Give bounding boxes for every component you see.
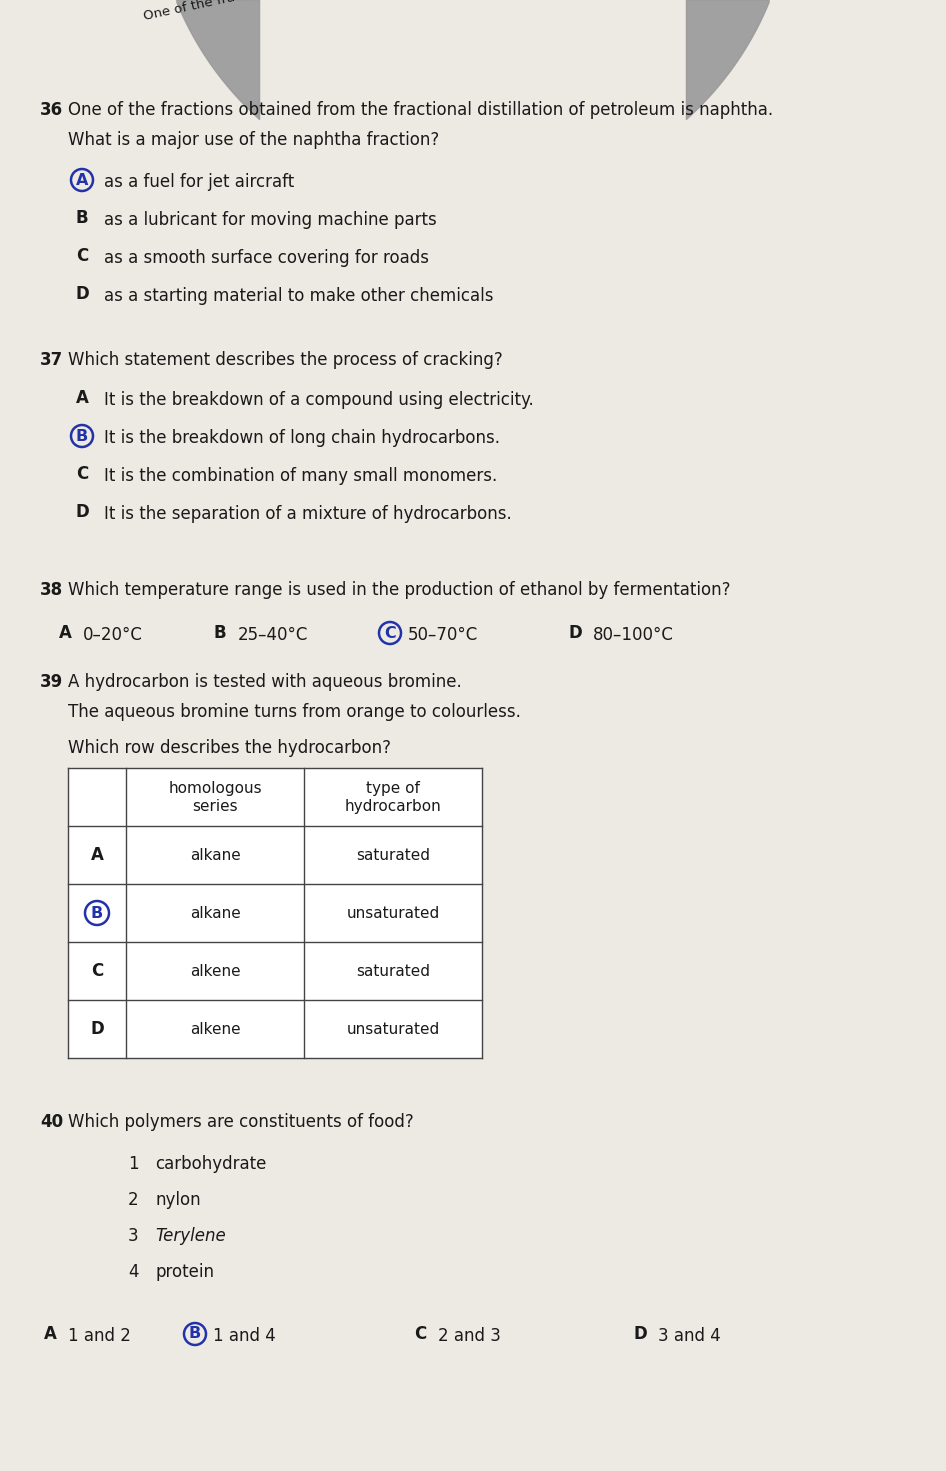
Text: B: B bbox=[76, 428, 88, 443]
Text: homologous: homologous bbox=[168, 781, 262, 796]
Text: Terylene: Terylene bbox=[155, 1227, 226, 1244]
Text: hydrocarbon: hydrocarbon bbox=[344, 799, 442, 813]
Text: D: D bbox=[633, 1325, 647, 1343]
Text: nylon: nylon bbox=[155, 1192, 201, 1209]
Text: It is the breakdown of long chain hydrocarbons.: It is the breakdown of long chain hydroc… bbox=[104, 430, 500, 447]
Text: alkane: alkane bbox=[189, 906, 240, 921]
Text: 40: 40 bbox=[40, 1114, 63, 1131]
Text: alkane: alkane bbox=[189, 847, 240, 862]
Text: carbohydrate: carbohydrate bbox=[155, 1155, 267, 1172]
Text: series: series bbox=[192, 799, 237, 813]
Text: A: A bbox=[76, 172, 88, 187]
Text: 3: 3 bbox=[128, 1227, 139, 1244]
Text: alkene: alkene bbox=[190, 1021, 240, 1037]
Text: as a starting material to make other chemicals: as a starting material to make other che… bbox=[104, 287, 494, 304]
Text: 39: 39 bbox=[40, 674, 63, 691]
Text: Which polymers are constituents of food?: Which polymers are constituents of food? bbox=[68, 1114, 413, 1131]
Text: One of the fractions obtained from the fractional distillation of petroleum is n: One of the fractions obtained from the f… bbox=[68, 101, 773, 119]
Text: Which row describes the hydrocarbon?: Which row describes the hydrocarbon? bbox=[68, 738, 391, 758]
Text: 36: 36 bbox=[40, 101, 63, 119]
Text: 1: 1 bbox=[128, 1155, 139, 1172]
Text: D: D bbox=[569, 624, 582, 641]
Text: Which statement describes the process of cracking?: Which statement describes the process of… bbox=[68, 352, 502, 369]
Text: 3 and 4: 3 and 4 bbox=[658, 1327, 721, 1344]
Text: 4: 4 bbox=[128, 1264, 138, 1281]
Text: A: A bbox=[44, 1325, 57, 1343]
Text: 37: 37 bbox=[40, 352, 63, 369]
Text: C: C bbox=[384, 625, 395, 640]
Bar bbox=[68, 768, 482, 1058]
Text: 50–70°C: 50–70°C bbox=[408, 627, 479, 644]
Text: saturated: saturated bbox=[356, 964, 430, 978]
Text: B: B bbox=[189, 1327, 201, 1342]
Text: 38: 38 bbox=[40, 581, 63, 599]
Text: C: C bbox=[414, 1325, 426, 1343]
Text: type of: type of bbox=[366, 781, 420, 796]
Text: 0–20°C: 0–20°C bbox=[83, 627, 143, 644]
Text: D: D bbox=[75, 503, 89, 521]
Text: It is the combination of many small monomers.: It is the combination of many small mono… bbox=[104, 466, 498, 485]
Text: protein: protein bbox=[155, 1264, 214, 1281]
Text: C: C bbox=[76, 465, 88, 482]
Text: D: D bbox=[90, 1019, 104, 1039]
Text: The aqueous bromine turns from orange to colourless.: The aqueous bromine turns from orange to… bbox=[68, 703, 521, 721]
Text: as a lubricant for moving machine parts: as a lubricant for moving machine parts bbox=[104, 210, 437, 229]
Text: B: B bbox=[214, 624, 226, 641]
Text: One of the fractions obtained from the fractional distillation of petroleum is n: One of the fractions obtained from the f… bbox=[142, 0, 700, 24]
Text: C: C bbox=[76, 247, 88, 265]
Text: A hydrocarbon is tested with aqueous bromine.: A hydrocarbon is tested with aqueous bro… bbox=[68, 674, 462, 691]
Text: 2 and 3: 2 and 3 bbox=[438, 1327, 500, 1344]
Text: A: A bbox=[91, 846, 103, 863]
Text: 25–40°C: 25–40°C bbox=[238, 627, 308, 644]
Text: unsaturated: unsaturated bbox=[346, 1021, 440, 1037]
Text: It is the separation of a mixture of hydrocarbons.: It is the separation of a mixture of hyd… bbox=[104, 505, 512, 524]
Text: It is the breakdown of a compound using electricity.: It is the breakdown of a compound using … bbox=[104, 391, 534, 409]
Text: alkene: alkene bbox=[190, 964, 240, 978]
Text: B: B bbox=[91, 906, 103, 921]
Text: D: D bbox=[75, 285, 89, 303]
Text: 2: 2 bbox=[128, 1192, 139, 1209]
Text: A: A bbox=[59, 624, 72, 641]
Text: 1 and 2: 1 and 2 bbox=[68, 1327, 131, 1344]
Text: as a fuel for jet aircraft: as a fuel for jet aircraft bbox=[104, 174, 294, 191]
Text: A: A bbox=[76, 388, 88, 407]
Text: as a smooth surface covering for roads: as a smooth surface covering for roads bbox=[104, 249, 429, 268]
Text: What is a major use of the naphtha fraction?: What is a major use of the naphtha fract… bbox=[68, 131, 439, 149]
Text: 80–100°C: 80–100°C bbox=[593, 627, 674, 644]
Text: B: B bbox=[76, 209, 88, 227]
Text: 1 and 4: 1 and 4 bbox=[213, 1327, 275, 1344]
Text: C: C bbox=[91, 962, 103, 980]
Text: unsaturated: unsaturated bbox=[346, 906, 440, 921]
Text: saturated: saturated bbox=[356, 847, 430, 862]
Text: Which temperature range is used in the production of ethanol by fermentation?: Which temperature range is used in the p… bbox=[68, 581, 730, 599]
